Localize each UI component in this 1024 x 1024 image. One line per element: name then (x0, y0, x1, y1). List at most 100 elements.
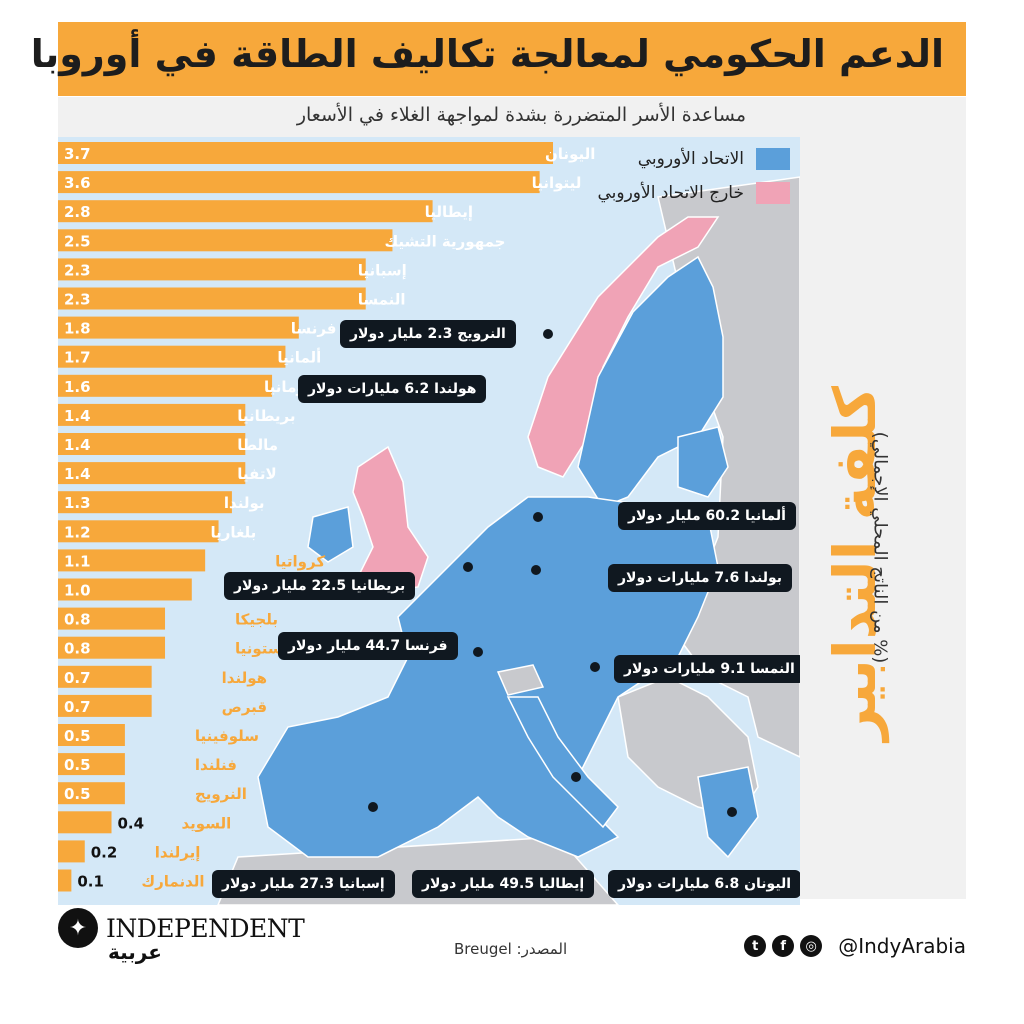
twitter-icon[interactable]: t (744, 935, 767, 957)
bar-8 (58, 374, 273, 397)
callout-spain: إسبانيا 27.3 مليار دولار (212, 870, 395, 898)
bar-19 (58, 694, 152, 717)
side-panel: كلفة التدابير (% من الناتج المحلي الإجما… (800, 137, 966, 899)
bar-value-label: 2.3 (64, 291, 91, 309)
bar-16 (58, 607, 166, 630)
bar-5 (58, 287, 366, 310)
callout-britain: بريطانيا 22.5 مليار دولار (224, 572, 416, 600)
legend-eu-label: الاتحاد الأوروبي (637, 149, 744, 169)
bar-value-label: 1.4 (64, 436, 91, 454)
map-uk (352, 445, 429, 593)
bar-1 (58, 171, 540, 194)
bar-category-label: ألمانيا (277, 348, 321, 367)
legend-non-eu-swatch (756, 182, 790, 204)
bar-category-label: إسبانيا (358, 261, 407, 279)
map-italy (506, 696, 619, 829)
bar-category-label: كرواتيا (275, 552, 325, 570)
facebook-icon[interactable]: f (772, 935, 795, 957)
bar-value-label: 1.4 (64, 407, 91, 425)
bar-0 (58, 142, 553, 164)
bar-24 (58, 840, 85, 863)
bar-17 (58, 636, 166, 659)
bar-category-label: مالطا (237, 436, 278, 454)
bar-value-label: 1.3 (64, 494, 91, 512)
logo-arabic: عربية (108, 940, 162, 964)
bar-category-label: بريطانيا (237, 407, 295, 425)
bar-value-label: 1.0 (64, 582, 91, 600)
bar-9 (58, 403, 246, 426)
legend-eu-swatch (756, 148, 790, 170)
bar-3 (58, 229, 393, 252)
bar-2 (58, 200, 433, 223)
bar-10 (58, 433, 246, 455)
independent-logo: ✦ INDEPENDENT (58, 908, 305, 948)
bar-category-label: بولندا (224, 494, 265, 512)
legend-eu: الاتحاد الأوروبي (638, 145, 790, 173)
bar-value-label: 1.4 (64, 465, 91, 483)
instagram-icon[interactable]: ◎ (800, 935, 823, 957)
bar-value-label: 2.3 (64, 261, 91, 279)
bar-value-label: 0.5 (64, 727, 91, 745)
social-handle[interactable]: @IndyArabia (838, 934, 966, 958)
bar-value-label: 0.5 (64, 756, 91, 774)
source-text: المصدر: Breugel (454, 940, 568, 958)
bar-category-label: فرنسا (291, 320, 337, 338)
bar-category-label: اليونان (545, 145, 595, 163)
bar-category-label: جمهورية التشيك (384, 232, 505, 250)
callout-netherlands: هولندا 6.2 مليارات دولار (298, 375, 487, 403)
callout-dot (368, 802, 378, 812)
bar-value-label: 0.7 (64, 669, 91, 687)
title-banner: الدعم الحكومي لمعالجة تكاليف الطاقة في أ… (31, 22, 966, 96)
callout-dot (533, 512, 543, 522)
logo-text: INDEPENDENT (106, 913, 305, 943)
bar-category-label: السويد (182, 814, 232, 832)
bar-14 (58, 549, 206, 572)
callout-italy: إيطاليا 49.5 مليار دولار (412, 870, 595, 898)
bar-4 (58, 258, 366, 281)
bar-value-label: 1.6 (64, 378, 91, 396)
bar-category-label: لاتفيا (237, 465, 276, 483)
map-sweden-finland (577, 255, 724, 508)
callout-dot (571, 772, 581, 782)
bar-13 (58, 520, 219, 543)
bar-value-label: 2.5 (64, 232, 91, 250)
bar-value-label: 1.8 (64, 320, 91, 338)
map-ireland (307, 506, 354, 563)
bar-12 (58, 491, 232, 514)
bar-category-label: قبرص (222, 698, 267, 716)
bar-category-label: سلوفينيا (195, 727, 259, 745)
map-panel: 3.7 اليونان 3.6 ليتوانيا 2.8 إيطاليا 2.5 جمهوري… (58, 137, 800, 905)
bar-category-label: إستونيا (235, 640, 288, 658)
bar-value-label: 1.1 (64, 552, 91, 570)
bar-20 (58, 724, 125, 746)
bar-category-label: بلجيكا (235, 611, 278, 629)
callout-france: فرنسا 44.7 مليار دولار (278, 632, 458, 660)
bar-value-label: 1.7 (64, 349, 91, 367)
bar-23 (58, 811, 112, 834)
social-bar: t f ◎ @IndyArabia (744, 934, 966, 958)
bar-11 (58, 462, 246, 485)
callout-germany: ألمانيا 60.2 مليار دولار (618, 502, 796, 530)
callout-dot (727, 807, 737, 817)
map-switzerland (496, 664, 545, 696)
bar-category-label: فنلندا (195, 756, 237, 774)
bar-value-label: 0.5 (64, 785, 91, 803)
bar-category-label: ليتوانيا (532, 174, 582, 192)
bar-category-label: النرويج (195, 785, 247, 803)
bar-category-label: إيطاليا (425, 203, 473, 221)
bar-value-label: 0.8 (64, 640, 91, 658)
eagle-icon: ✦ (58, 908, 98, 948)
page-subtitle: مساعدة الأسر المتضررة بشدة لمواجهة الغلا… (296, 104, 746, 126)
bar-18 (58, 665, 152, 688)
bar-value-label: 0.8 (64, 611, 91, 629)
bar-category-label: هولندا (222, 669, 267, 687)
callout-dot (543, 329, 553, 339)
callout-dot (531, 565, 541, 575)
callout-poland: بولندا 7.6 مليارات دولار (608, 564, 792, 592)
bar-value-label: 2.8 (64, 203, 91, 221)
bar-value-label: 0.2 (91, 843, 118, 861)
bar-category-label: الدنمارك (141, 873, 204, 891)
bar-value-label: 3.6 (64, 174, 91, 192)
bar-value-label: 0.1 (77, 873, 104, 891)
callout-dot (463, 562, 473, 572)
